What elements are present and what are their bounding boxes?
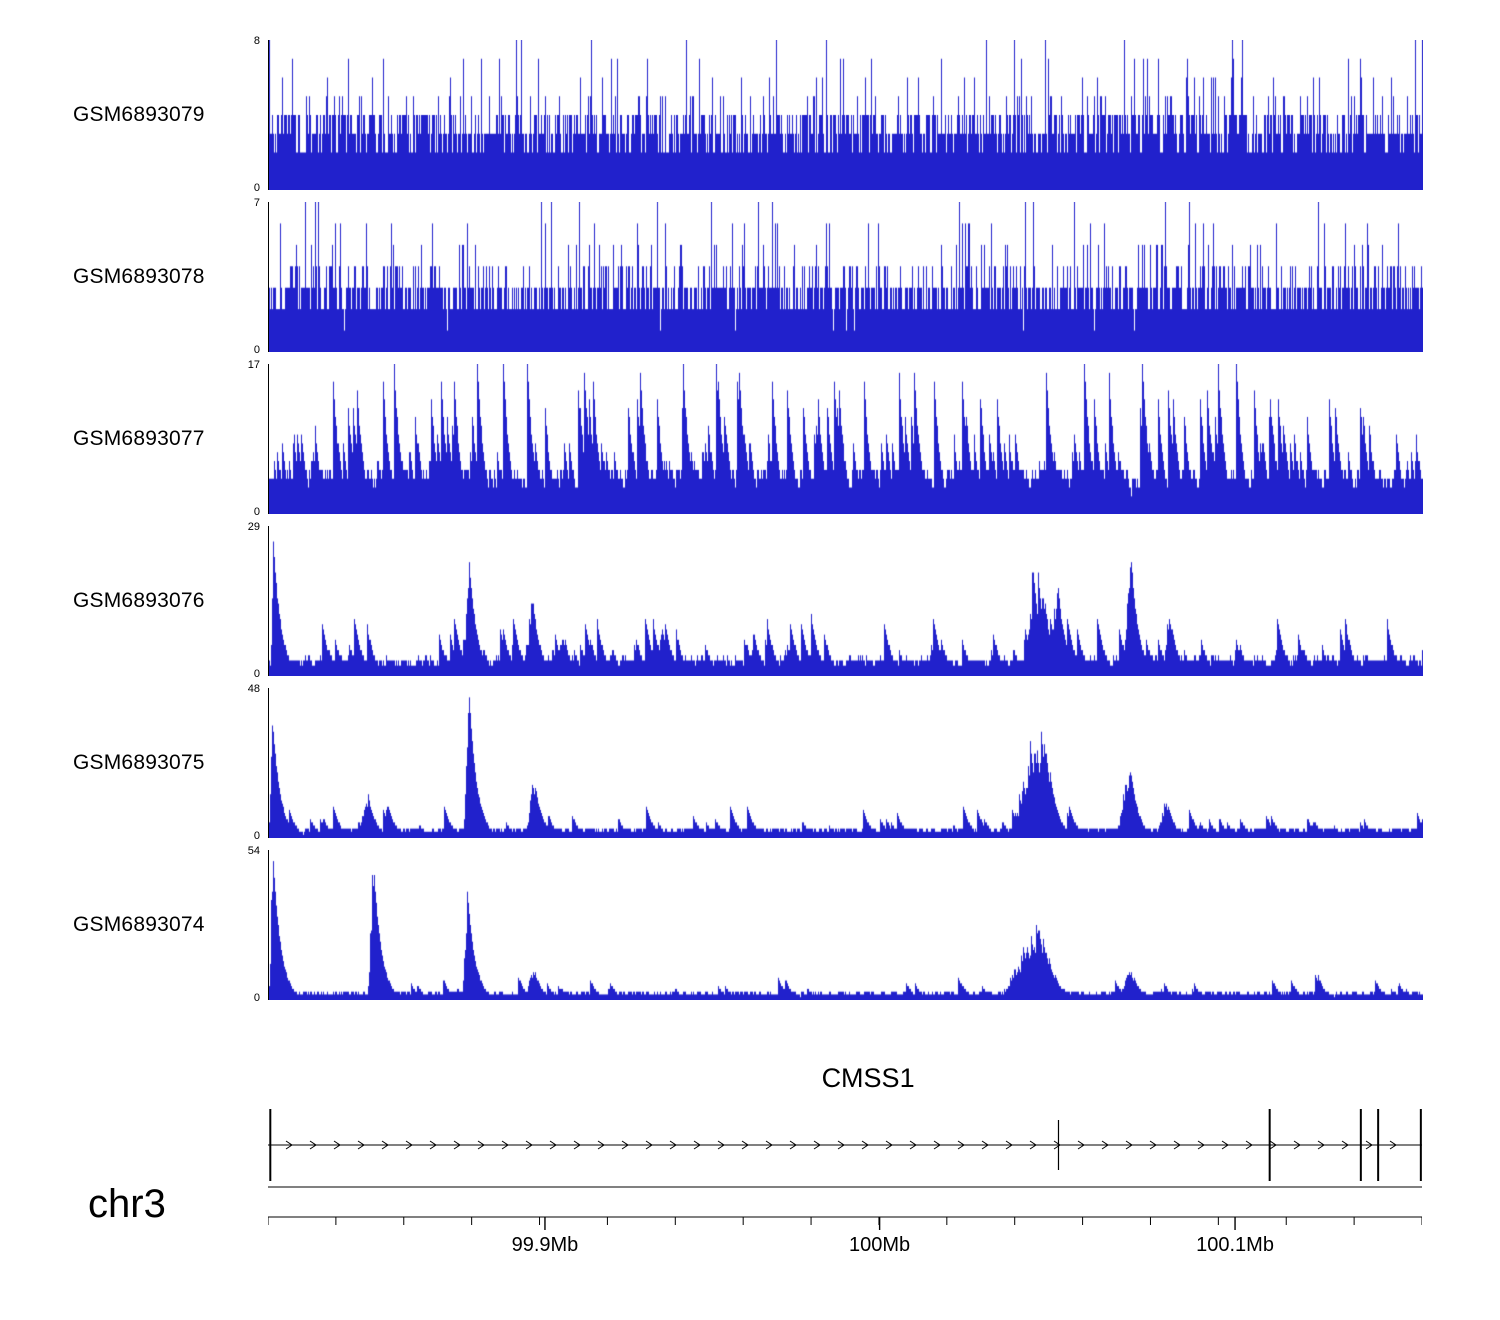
coverage-plot — [268, 688, 1423, 838]
y-axis-min-label: 0 — [253, 992, 260, 1004]
y-axis-min-label: 0 — [253, 668, 260, 680]
y-axis-max-label: 48 — [247, 683, 260, 695]
track-label: GSM6893079 — [73, 103, 205, 126]
coverage-plot — [268, 526, 1423, 676]
coverage-signal-canvas — [269, 40, 1423, 190]
coverage-signal-canvas — [269, 364, 1423, 514]
signal-track-row: GSM6893075 48 0 — [0, 684, 1500, 842]
coverage-plot — [268, 40, 1423, 190]
axis-tick-label: 100.1Mb — [1196, 1234, 1274, 1256]
coverage-plot — [268, 364, 1423, 514]
y-axis-min-label: 0 — [253, 344, 260, 356]
track-label: GSM6893076 — [73, 589, 205, 612]
y-axis-max-label: 17 — [247, 359, 260, 371]
chromosome-label: chr3 — [88, 1182, 166, 1226]
signal-track-row: GSM6893074 54 0 — [0, 846, 1500, 1004]
coverage-signal-canvas — [269, 688, 1423, 838]
coverage-signal-canvas — [269, 526, 1423, 676]
y-axis-min-label: 0 — [253, 506, 260, 518]
signal-tracks: GSM6893079 8 0 GSM6893078 7 0 GSM6893077… — [0, 36, 1500, 1012]
track-label: GSM6893075 — [73, 751, 205, 774]
coverage-signal-canvas — [269, 850, 1423, 1000]
coverage-plot — [268, 850, 1423, 1000]
ruler-axis — [268, 1186, 1422, 1230]
y-axis-max-label: 8 — [253, 35, 260, 47]
y-axis-min-label: 0 — [253, 182, 260, 194]
gene-name-label: CMSS1 — [821, 1063, 915, 1093]
coverage-signal-canvas — [269, 202, 1423, 352]
track-label: GSM6893078 — [73, 265, 205, 288]
y-axis-max-label: 7 — [253, 197, 260, 209]
gene-model — [268, 1109, 1422, 1181]
signal-track-row: GSM6893077 17 0 — [0, 360, 1500, 518]
axis-tick-label: 100Mb — [849, 1234, 911, 1256]
axis-tick-labels: 99.9Mb 100Mb 100.1Mb — [268, 1234, 1422, 1264]
signal-track-row: GSM6893078 7 0 — [0, 198, 1500, 356]
signal-track-row: GSM6893076 29 0 — [0, 522, 1500, 680]
coverage-plot — [268, 202, 1423, 352]
signal-track-row: GSM6893079 8 0 — [0, 36, 1500, 194]
gene-track: CMSS1 — [268, 1055, 1422, 1195]
y-axis-max-label: 54 — [247, 845, 260, 857]
axis-tick-label: 99.9Mb — [511, 1234, 579, 1256]
track-label: GSM6893077 — [73, 427, 205, 450]
track-label: GSM6893074 — [73, 913, 205, 936]
y-axis-max-label: 29 — [247, 521, 260, 533]
coordinate-ruler: 99.9Mb 100Mb 100.1Mb — [268, 1186, 1422, 1296]
y-axis-min-label: 0 — [253, 830, 260, 842]
